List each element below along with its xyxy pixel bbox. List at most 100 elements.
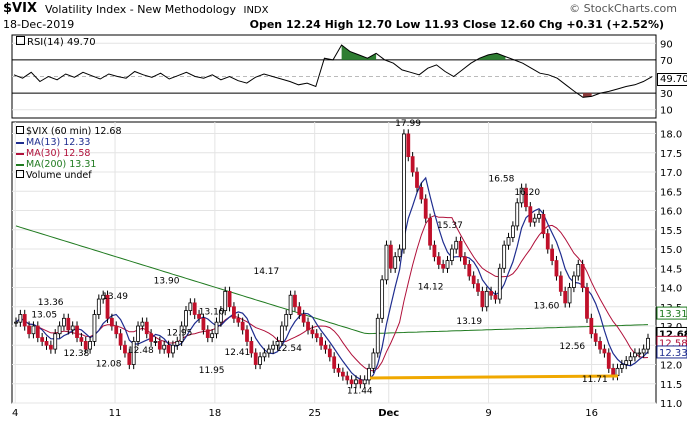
candle-body [127, 352, 132, 365]
rsi-value-box: 49.70 [657, 73, 687, 86]
candle-body [480, 290, 485, 308]
candle-body [310, 329, 315, 335]
candle-body [484, 290, 489, 308]
price-annotation: 13.90 [154, 277, 180, 287]
price-annotation: 14.17 [253, 267, 279, 277]
candle-body [415, 171, 419, 188]
candle-body [144, 321, 149, 335]
candle-body [467, 264, 472, 277]
candle-body [375, 317, 380, 354]
rsi-label-text: RSI(14) 49.70 [27, 37, 96, 48]
price-tick-label: 17.5 [660, 149, 682, 160]
candle-body [88, 341, 92, 350]
candle-body [558, 275, 563, 292]
price-annotation: 12.41 [225, 348, 251, 358]
rsi-value-text: 49.70 [660, 74, 687, 85]
candle-body [349, 379, 354, 385]
candle-body [297, 306, 302, 315]
candle-body [301, 314, 306, 323]
rsi-tick-label: 70 [660, 56, 673, 67]
candle-body [22, 314, 27, 327]
candle-body [92, 314, 97, 342]
price-annotation: 11.95 [199, 366, 225, 376]
candle-body [345, 375, 350, 381]
candle-body [288, 294, 293, 315]
candle-body [454, 240, 459, 250]
candle-body [423, 198, 428, 219]
candle-body [340, 371, 345, 377]
candle-body [463, 256, 467, 265]
value-box-label: 12.33 [659, 348, 687, 359]
candle-body [266, 348, 271, 354]
candle-body [436, 256, 441, 265]
title-text: Volatility Index - New Methodology [45, 3, 236, 16]
candle-body [223, 290, 228, 312]
candle-body [397, 248, 402, 258]
rsi-label: RSI(14) 49.70 [16, 36, 96, 48]
price-annotation: 13.60 [534, 302, 560, 312]
candle-body [70, 325, 75, 331]
candle-body [371, 352, 376, 369]
chart-date: 18-Dec-2019 [3, 18, 75, 31]
candle-body [406, 133, 411, 158]
candle-body [166, 344, 171, 354]
price-tick-labels: 18.017.517.016.516.015.515.014.514.013.5… [660, 130, 682, 410]
legend-ma200: MA(200) 13.31 [26, 159, 97, 170]
value-box [656, 345, 687, 359]
candle-body [524, 187, 528, 208]
candle-body [476, 283, 480, 292]
candle-body [109, 317, 114, 327]
candle-body [201, 317, 206, 331]
candle-body [175, 341, 180, 346]
candle-body [157, 341, 162, 350]
candle-body [245, 329, 249, 342]
candle-body [554, 260, 559, 277]
candle-body [637, 352, 642, 355]
candle-body [506, 237, 511, 246]
candle-body [184, 310, 188, 327]
price-annotation: 12.08 [96, 359, 122, 369]
price-annotation: 13.49 [102, 292, 128, 302]
candle-body [279, 325, 284, 342]
candle-body [214, 321, 219, 335]
candle-body [393, 256, 398, 269]
legend-vix: $VIX (60 min) 12.68 [26, 126, 122, 137]
price-tick-label: 16.0 [660, 207, 682, 218]
price-tick-label: 14.5 [660, 264, 682, 275]
candle-body [585, 287, 589, 319]
candle-body [105, 294, 110, 319]
value-box-label: 12.58 [659, 338, 687, 349]
candle-body [140, 321, 145, 327]
price-annotation: 12.48 [128, 346, 154, 356]
price-annotation: 16.20 [514, 188, 540, 198]
candle-body [445, 260, 450, 269]
candle-body [502, 244, 507, 269]
candle-body [572, 275, 576, 288]
candle-body [537, 213, 541, 219]
candle-body [218, 310, 223, 323]
candle-body [232, 306, 236, 319]
price-tick-label: 16.5 [660, 187, 682, 198]
candle-body [240, 321, 245, 331]
candle-body [354, 379, 358, 385]
x-tick-label: 9 [485, 408, 491, 419]
candle-body [319, 337, 324, 346]
candle-body [96, 298, 101, 315]
price-legend: $VIX (60 min) 12.68 MA(13) 12.33 MA(30) … [16, 126, 122, 181]
rsi-overbought-fill [479, 53, 506, 60]
candle-body [358, 379, 363, 385]
candle-body [458, 240, 463, 258]
rsi-gridlines [12, 42, 656, 111]
price-annotation: 12.56 [559, 342, 585, 352]
candle-body [532, 217, 537, 223]
candle-body [258, 356, 262, 365]
legend-item: MA(30) 12.58 [16, 148, 122, 159]
candle-body [628, 356, 633, 362]
price-tick-label: 11.5 [660, 380, 682, 391]
legend-item: $VIX (60 min) 12.68 [16, 126, 122, 137]
candle-body [633, 352, 637, 358]
candle-body [83, 341, 88, 350]
value-box-label: 12.68 [659, 329, 687, 340]
